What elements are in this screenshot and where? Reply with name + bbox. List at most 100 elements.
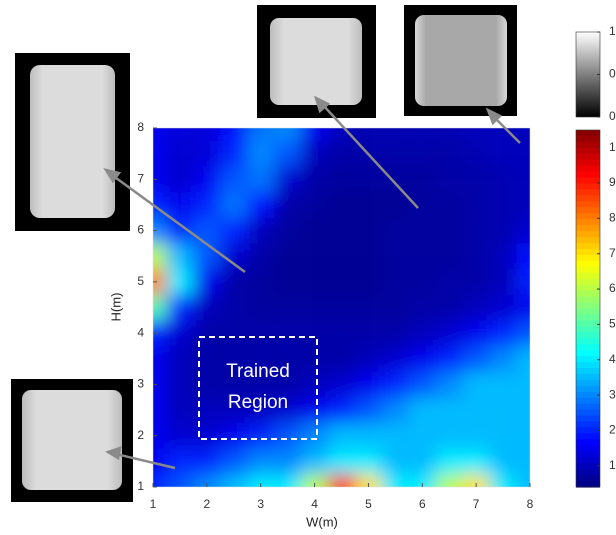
heat-cell <box>489 397 517 423</box>
heat-cell <box>462 128 490 141</box>
heat-cell <box>516 243 530 270</box>
colorbar-segment <box>576 397 600 405</box>
heat-cell <box>220 217 248 244</box>
heat-cell <box>301 166 329 193</box>
heat-cell <box>328 140 355 167</box>
heat-cell <box>166 345 194 372</box>
x-tick-label: 1 <box>150 497 157 511</box>
heat-cell <box>489 320 517 346</box>
heat-cell <box>516 294 530 321</box>
colorbar-segment <box>576 249 600 256</box>
heat-cell <box>354 474 382 487</box>
heat-cell <box>489 192 517 218</box>
heat-cell <box>153 166 167 193</box>
heat-cell <box>166 294 194 321</box>
heat-cell <box>153 294 167 321</box>
heat-cell <box>489 448 517 475</box>
heat-cell <box>220 269 248 295</box>
heat-cell <box>354 397 382 423</box>
heat-cell <box>166 192 194 218</box>
heat-cell <box>328 448 355 475</box>
inset-shape <box>30 65 115 218</box>
x-axis-label: W(m) <box>306 514 338 529</box>
heat-cell <box>435 166 463 193</box>
x-tick-label: 7 <box>473 497 480 511</box>
heat-cell <box>462 294 490 321</box>
heat-cell <box>381 128 409 141</box>
colorbar-segment <box>576 373 600 381</box>
heat-cell <box>166 422 194 449</box>
heat-cell <box>153 269 167 295</box>
colorbar-segment <box>576 332 600 339</box>
heat-cell <box>354 128 382 141</box>
heat-cell <box>489 166 517 193</box>
heat-cell <box>516 128 530 141</box>
x-tick-label: 2 <box>204 497 211 511</box>
heat-cell <box>220 345 248 372</box>
heat-cell <box>153 371 167 398</box>
heat-cell <box>516 474 530 487</box>
colorbar-segment <box>576 207 600 214</box>
heatmap <box>153 128 530 487</box>
colorbar-segment <box>576 314 600 321</box>
colorbar-segment <box>576 457 600 464</box>
colorbar-segment <box>576 320 600 327</box>
gray-colorbar <box>575 31 601 118</box>
x-tick-label: 3 <box>257 497 264 511</box>
heat-cell <box>516 140 530 167</box>
annotation: Trained <box>226 361 290 382</box>
colorbar-segment <box>576 344 600 351</box>
heat-cell <box>153 128 167 141</box>
heat-cell <box>516 397 530 423</box>
heat-cell <box>220 474 248 487</box>
heat-cell <box>301 474 329 487</box>
colorbar-tick-label: 4 <box>609 352 616 366</box>
heat-cell <box>153 140 167 167</box>
heat-cell <box>274 192 302 218</box>
heat-cell <box>435 448 463 475</box>
heat-cell <box>193 128 221 141</box>
heat-cell <box>381 294 409 321</box>
heat-cell <box>274 294 302 321</box>
heat-cell <box>462 448 490 475</box>
colorbar-segment <box>576 421 600 429</box>
heat-cell <box>193 448 221 475</box>
heat-cell <box>193 371 221 398</box>
heat-cell <box>462 243 490 270</box>
heat-cell <box>435 217 463 244</box>
y-tick-label: 1 <box>137 479 144 493</box>
heat-cell <box>166 320 194 346</box>
colorbar-segment <box>576 445 600 452</box>
arrow-head <box>105 446 122 460</box>
colorbar-segment <box>576 266 600 274</box>
heat-cell <box>354 166 382 193</box>
gray-colorbar-tick-label: 1 <box>609 24 616 38</box>
heat-cell <box>247 448 275 475</box>
heat-cell <box>462 320 490 346</box>
x-tick-label: 8 <box>527 497 534 511</box>
annotation: Region <box>228 392 288 413</box>
arrow-head <box>313 95 331 114</box>
heat-cell <box>489 140 517 167</box>
heat-cell <box>153 397 167 423</box>
colorbar-tick-label: 10 <box>609 140 616 154</box>
heat-cell <box>166 474 194 487</box>
colorbar-segment <box>576 201 600 208</box>
arrow <box>321 103 419 209</box>
colorbar: 1 2 3 4 5 6 7 8 9 10 0 0.5 1 <box>575 24 616 488</box>
colorbar-segment <box>576 469 600 476</box>
colorbar-tick-label: 6 <box>609 281 616 295</box>
colorbar-segment <box>576 189 600 197</box>
heat-cell <box>462 192 490 218</box>
heat-cell <box>381 397 409 423</box>
plot-frame <box>152 127 531 488</box>
heat-cell <box>435 128 463 141</box>
x-tick-label: 4 <box>311 497 318 511</box>
heat-cell <box>301 243 329 270</box>
heat-cell <box>301 192 329 218</box>
heat-cell <box>328 243 355 270</box>
colorbar-segment <box>576 356 600 363</box>
heat-cell <box>274 345 302 372</box>
heat-cell <box>354 345 382 372</box>
